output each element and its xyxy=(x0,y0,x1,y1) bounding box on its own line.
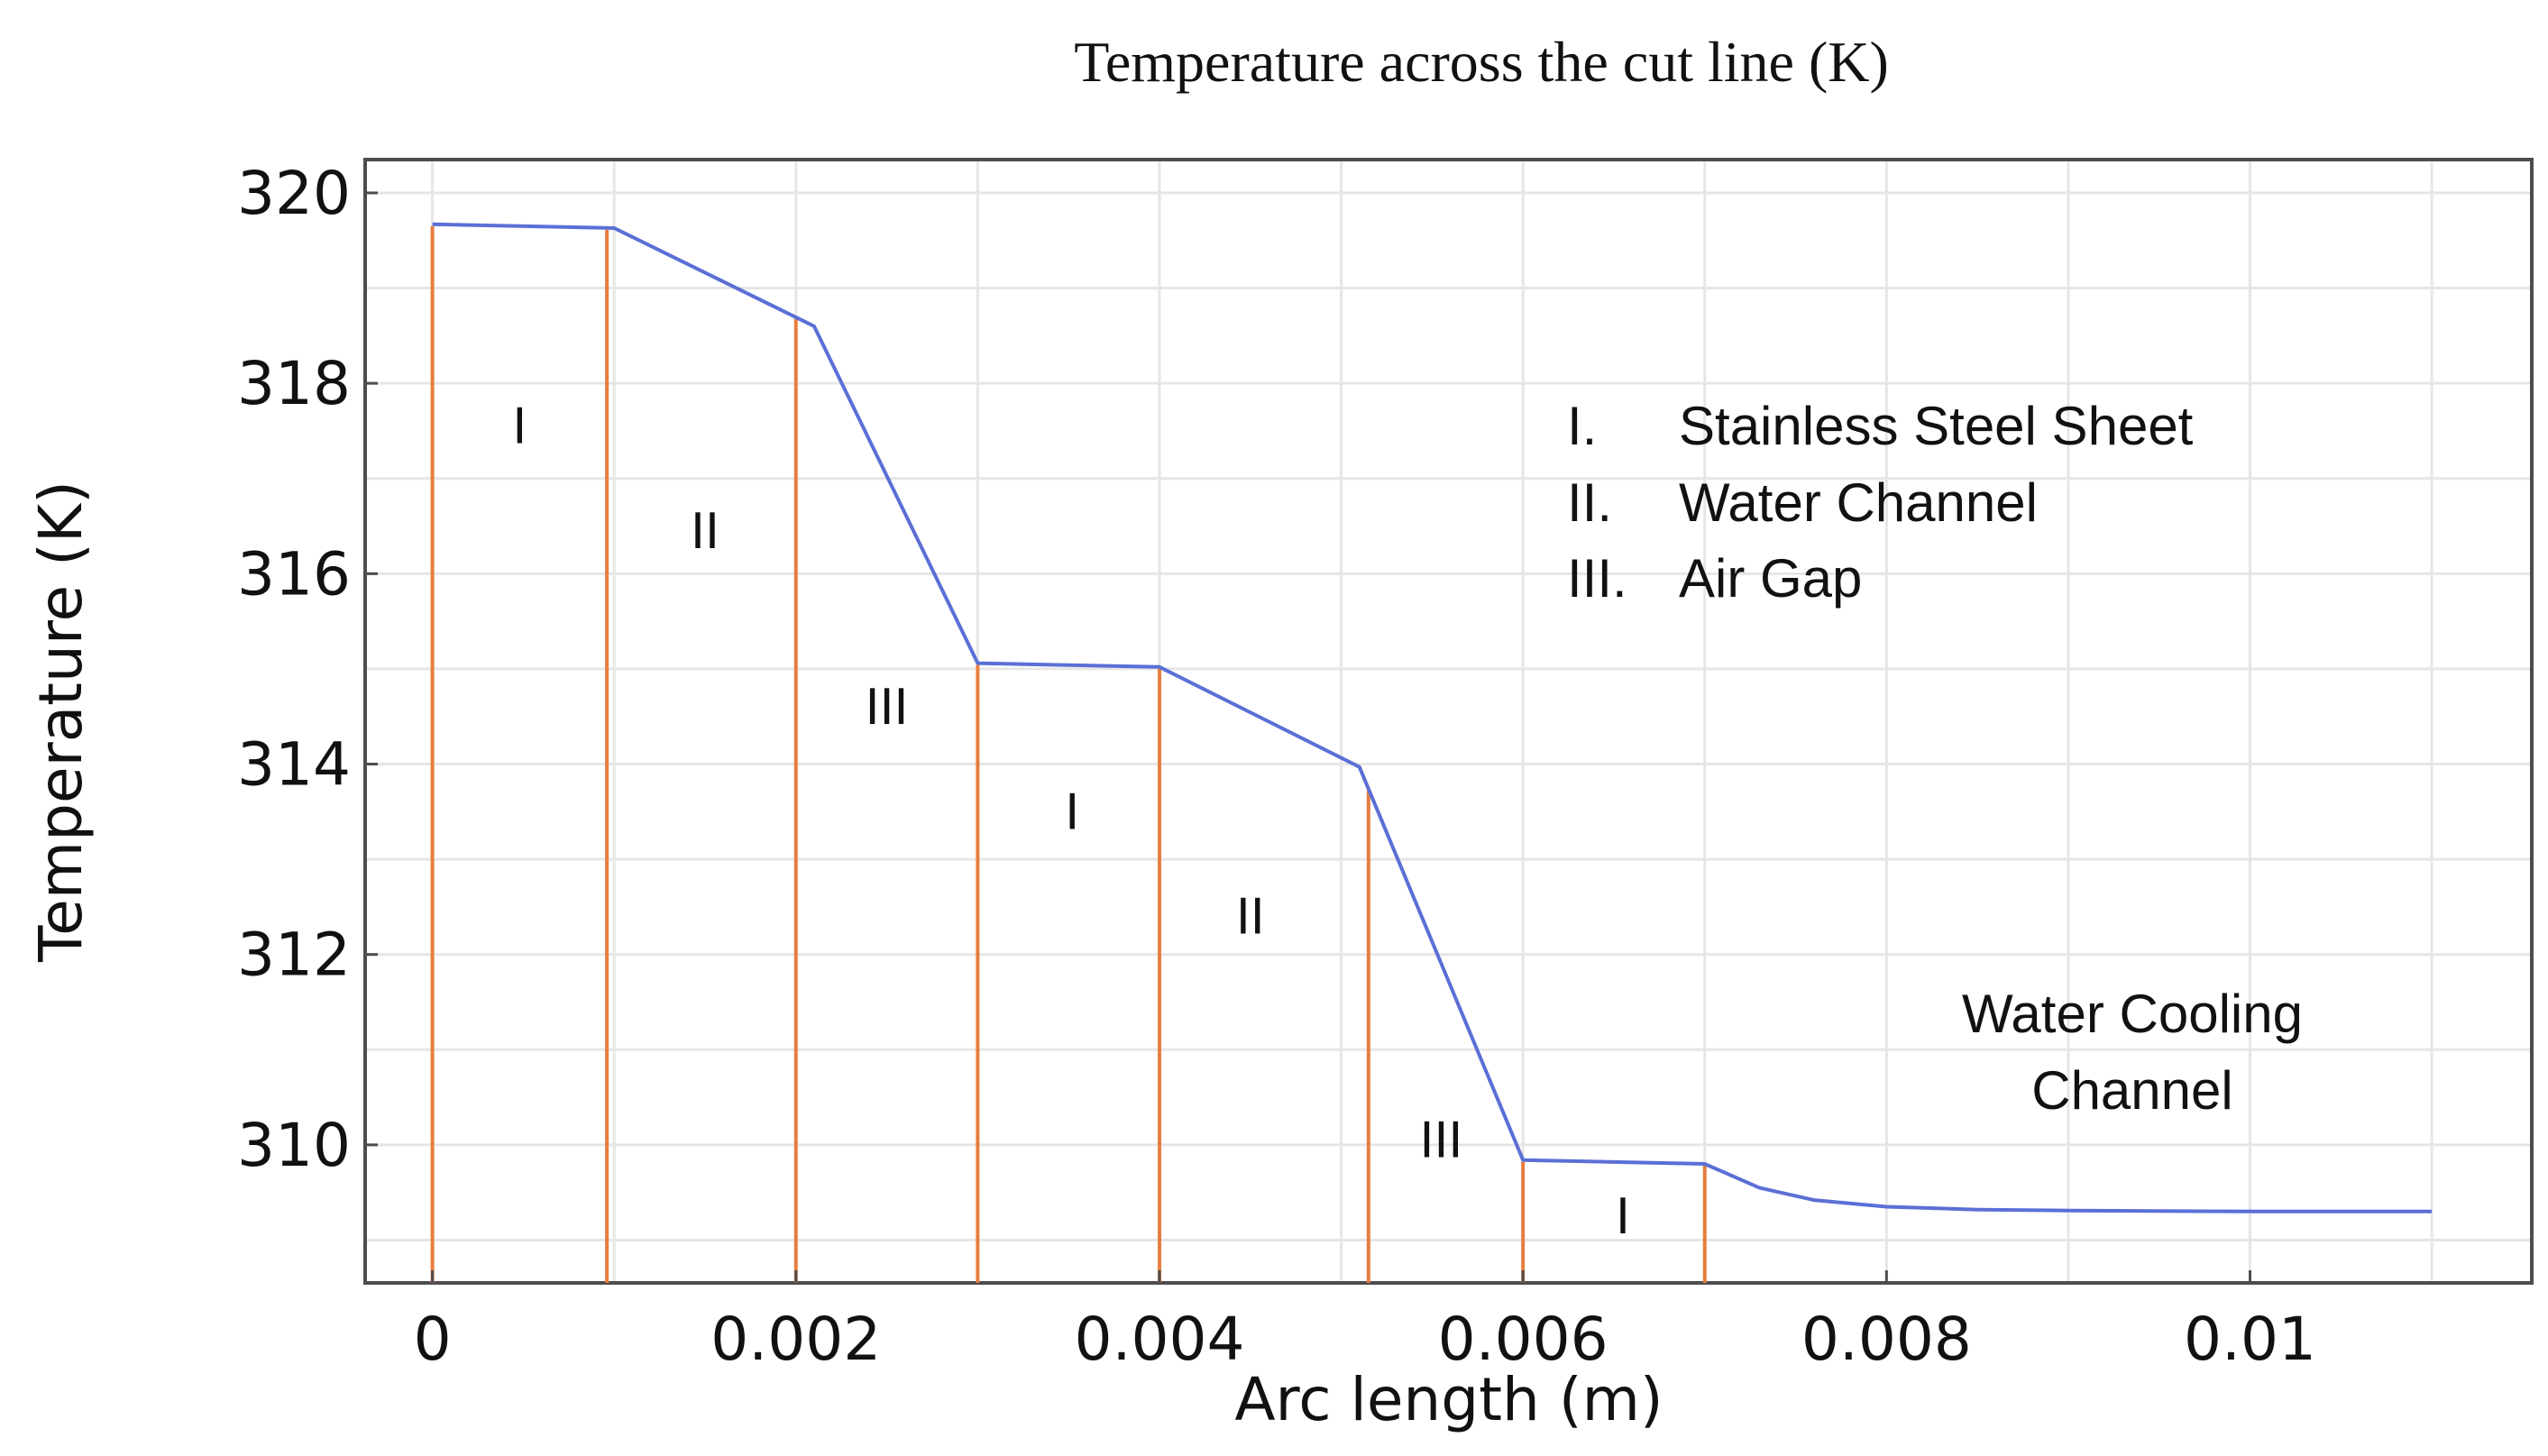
x-tick-label: 0 xyxy=(414,1305,452,1374)
x-axis-title: Arc length (m) xyxy=(1234,1365,1663,1434)
y-tick-label: 320 xyxy=(237,159,351,228)
legend: I. Stainless Steel Sheet II. Water Chann… xyxy=(1567,396,2194,609)
x-tick-label: 0.002 xyxy=(710,1305,881,1374)
plot-border xyxy=(363,158,2534,1285)
y-axis-title: Temperature (K) xyxy=(26,481,96,963)
legend-numeral-2: II. xyxy=(1567,472,1612,533)
region-label: I xyxy=(512,398,527,455)
region-label: II xyxy=(1236,888,1265,945)
region-label: III xyxy=(1420,1113,1463,1169)
y-tick-label: 318 xyxy=(237,349,351,418)
x-axis-ticks: 0 0.002 0.004 0.006 0.008 0.01 xyxy=(414,1270,2316,1374)
y-axis-ticks: 310 312 314 316 318 320 xyxy=(237,159,378,1180)
region-label: I xyxy=(1616,1188,1630,1245)
plot-frame xyxy=(363,158,2534,1285)
region-label: II xyxy=(691,503,719,560)
y-tick-label: 312 xyxy=(237,920,351,990)
x-tick-label: 0.008 xyxy=(1801,1305,1972,1374)
legend-numeral-3: III. xyxy=(1567,548,1627,609)
region-label: III xyxy=(866,679,909,736)
x-tick-label: 0.004 xyxy=(1074,1305,1244,1374)
legend-label-3: Air Gap xyxy=(1679,548,1862,609)
legend-label-1: Stainless Steel Sheet xyxy=(1679,396,2194,456)
chart-title: Temperature across the cut line (K) xyxy=(1074,30,1889,94)
grid-lines xyxy=(365,160,2532,1283)
x-tick-label: 0.006 xyxy=(1438,1305,1609,1374)
annotation-line-1: Water Cooling xyxy=(1962,984,2303,1044)
water-cooling-annotation: Water Cooling Channel xyxy=(1962,984,2303,1121)
annotation-line-2: Channel xyxy=(2031,1060,2233,1121)
x-tick-label: 0.01 xyxy=(2184,1305,2316,1374)
region-label: I xyxy=(1065,783,1079,840)
y-tick-label: 310 xyxy=(237,1111,351,1180)
y-tick-label: 314 xyxy=(237,730,351,800)
temperature-line xyxy=(432,222,2433,1213)
layer-boundaries xyxy=(430,225,1707,1283)
legend-numeral-1: I. xyxy=(1567,396,1597,456)
legend-label-2: Water Channel xyxy=(1679,472,2038,533)
data-series xyxy=(432,222,2433,1213)
y-tick-label: 316 xyxy=(237,539,351,609)
